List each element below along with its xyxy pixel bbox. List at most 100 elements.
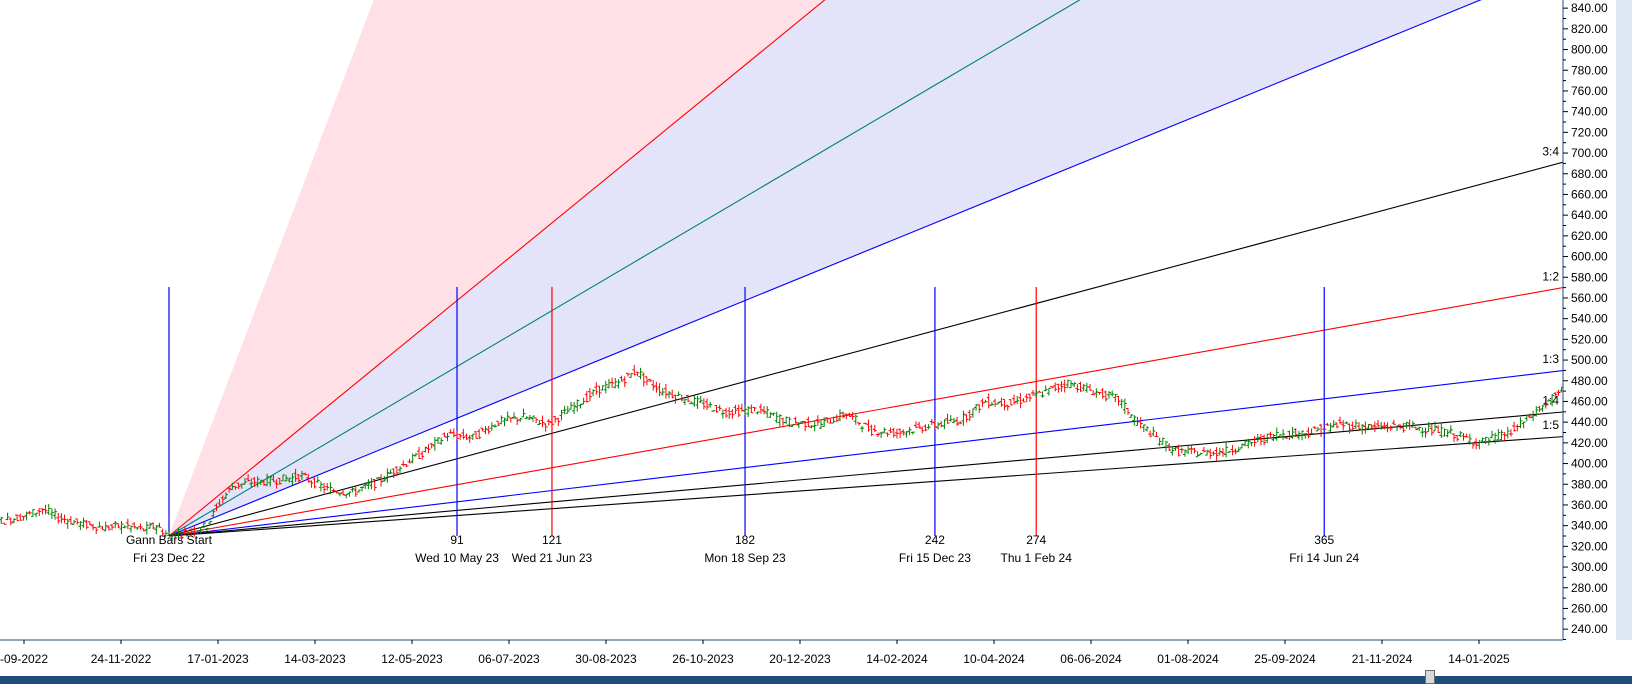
price-tick-label: 520.00 [1571,332,1608,346]
price-tick-label: 840.00 [1571,1,1608,15]
price-bar [625,372,630,377]
price-bar [1059,381,1064,392]
scrollbar-thumb[interactable] [1425,670,1435,684]
horizontal-scrollbar[interactable] [0,676,1632,684]
price-bar [967,409,972,422]
price-bar [436,437,441,444]
price-bar [825,417,830,424]
price-bar [812,420,817,432]
price-bar [1436,425,1441,434]
price-bar [132,522,137,529]
price-bar [1088,383,1093,391]
price-bar [154,525,159,535]
price-bar [1148,430,1153,438]
price-bar [1233,448,1238,455]
price-bar [983,399,988,403]
price-bar [597,385,602,398]
price-bar [1113,394,1118,403]
price-bar [46,503,51,515]
price-bar [1043,385,1048,392]
date-tick-label: 26-10-2023 [672,652,734,666]
price-bar [771,412,776,416]
price-bar [1382,421,1387,430]
price-bar [1135,417,1140,426]
price-bar [1236,446,1241,453]
price-bar [923,424,928,432]
price-bar [575,399,580,412]
price-bar [1556,389,1561,396]
price-bar [888,427,893,434]
vertical-scrollbar-track[interactable] [1616,0,1632,640]
price-bar [1151,426,1156,437]
price-bar [1451,433,1456,442]
price-tick-label: 700.00 [1571,146,1608,160]
price-bar [610,377,615,388]
price-bar [448,429,453,434]
price-bar [762,406,767,415]
date-tick-label: 12-05-2023 [381,652,443,666]
price-bar [290,473,295,486]
price-tick-label: 760.00 [1571,84,1608,98]
price-bar [1385,422,1390,433]
price-bar [743,405,748,416]
price-tick-label: 360.00 [1571,498,1608,512]
price-bar [717,404,722,412]
date-tick-label: 17-01-2023 [187,652,249,666]
price-bar [1205,449,1210,456]
price-bar [936,422,941,430]
price-bar [822,417,827,428]
price-bar [777,414,782,427]
price-bar [603,380,608,394]
price-bar [379,474,384,487]
price-bar [958,421,963,425]
price-bar [1467,433,1472,445]
price-bar [667,390,672,399]
price-bar [189,528,194,537]
price-bar [347,491,352,497]
price-bar [765,406,770,419]
price-bar [27,510,32,515]
price-bar [986,393,991,409]
price-bar [53,508,58,520]
price-bar [686,394,691,402]
price-bar [0,516,4,524]
cycle-date-label: Fri 15 Dec 23 [899,551,971,565]
price-bar [195,530,200,535]
price-tick-label: 780.00 [1571,63,1608,77]
gann-fan-line-1 [168,0,1081,537]
price-bar [280,474,285,482]
price-tick-label: 400.00 [1571,457,1608,471]
price-bar [1065,379,1070,389]
price-bar [714,404,719,413]
price-bar [1271,434,1276,442]
price-bar [701,398,706,410]
price-bar [1414,426,1419,431]
price-bar [926,424,931,430]
price-bar [233,485,238,490]
price-bar [1176,444,1181,457]
date-tick-label: 21-11-2024 [1352,652,1413,666]
price-bar [360,486,365,492]
price-bar [309,480,314,488]
price-bar [1293,428,1298,438]
price-bar [502,417,507,427]
fan-ratio-label: 3:4 [1542,144,1559,158]
price-bar [341,489,346,496]
price-bar [629,373,634,378]
price-bar [581,397,586,405]
price-bar [113,520,118,529]
price-bar [325,483,330,491]
price-bar [1309,428,1314,435]
price-bar [423,446,428,453]
price-bar [458,433,463,440]
price-bar [369,477,374,490]
price-bar [1119,399,1124,409]
price-bar [1347,423,1352,434]
price-bar [1224,442,1229,458]
price-bar [648,378,653,382]
price-bar [961,410,966,426]
price-bar [790,424,795,427]
price-bar [242,477,247,485]
price-bar [1246,438,1251,449]
price-bar [1483,436,1488,445]
